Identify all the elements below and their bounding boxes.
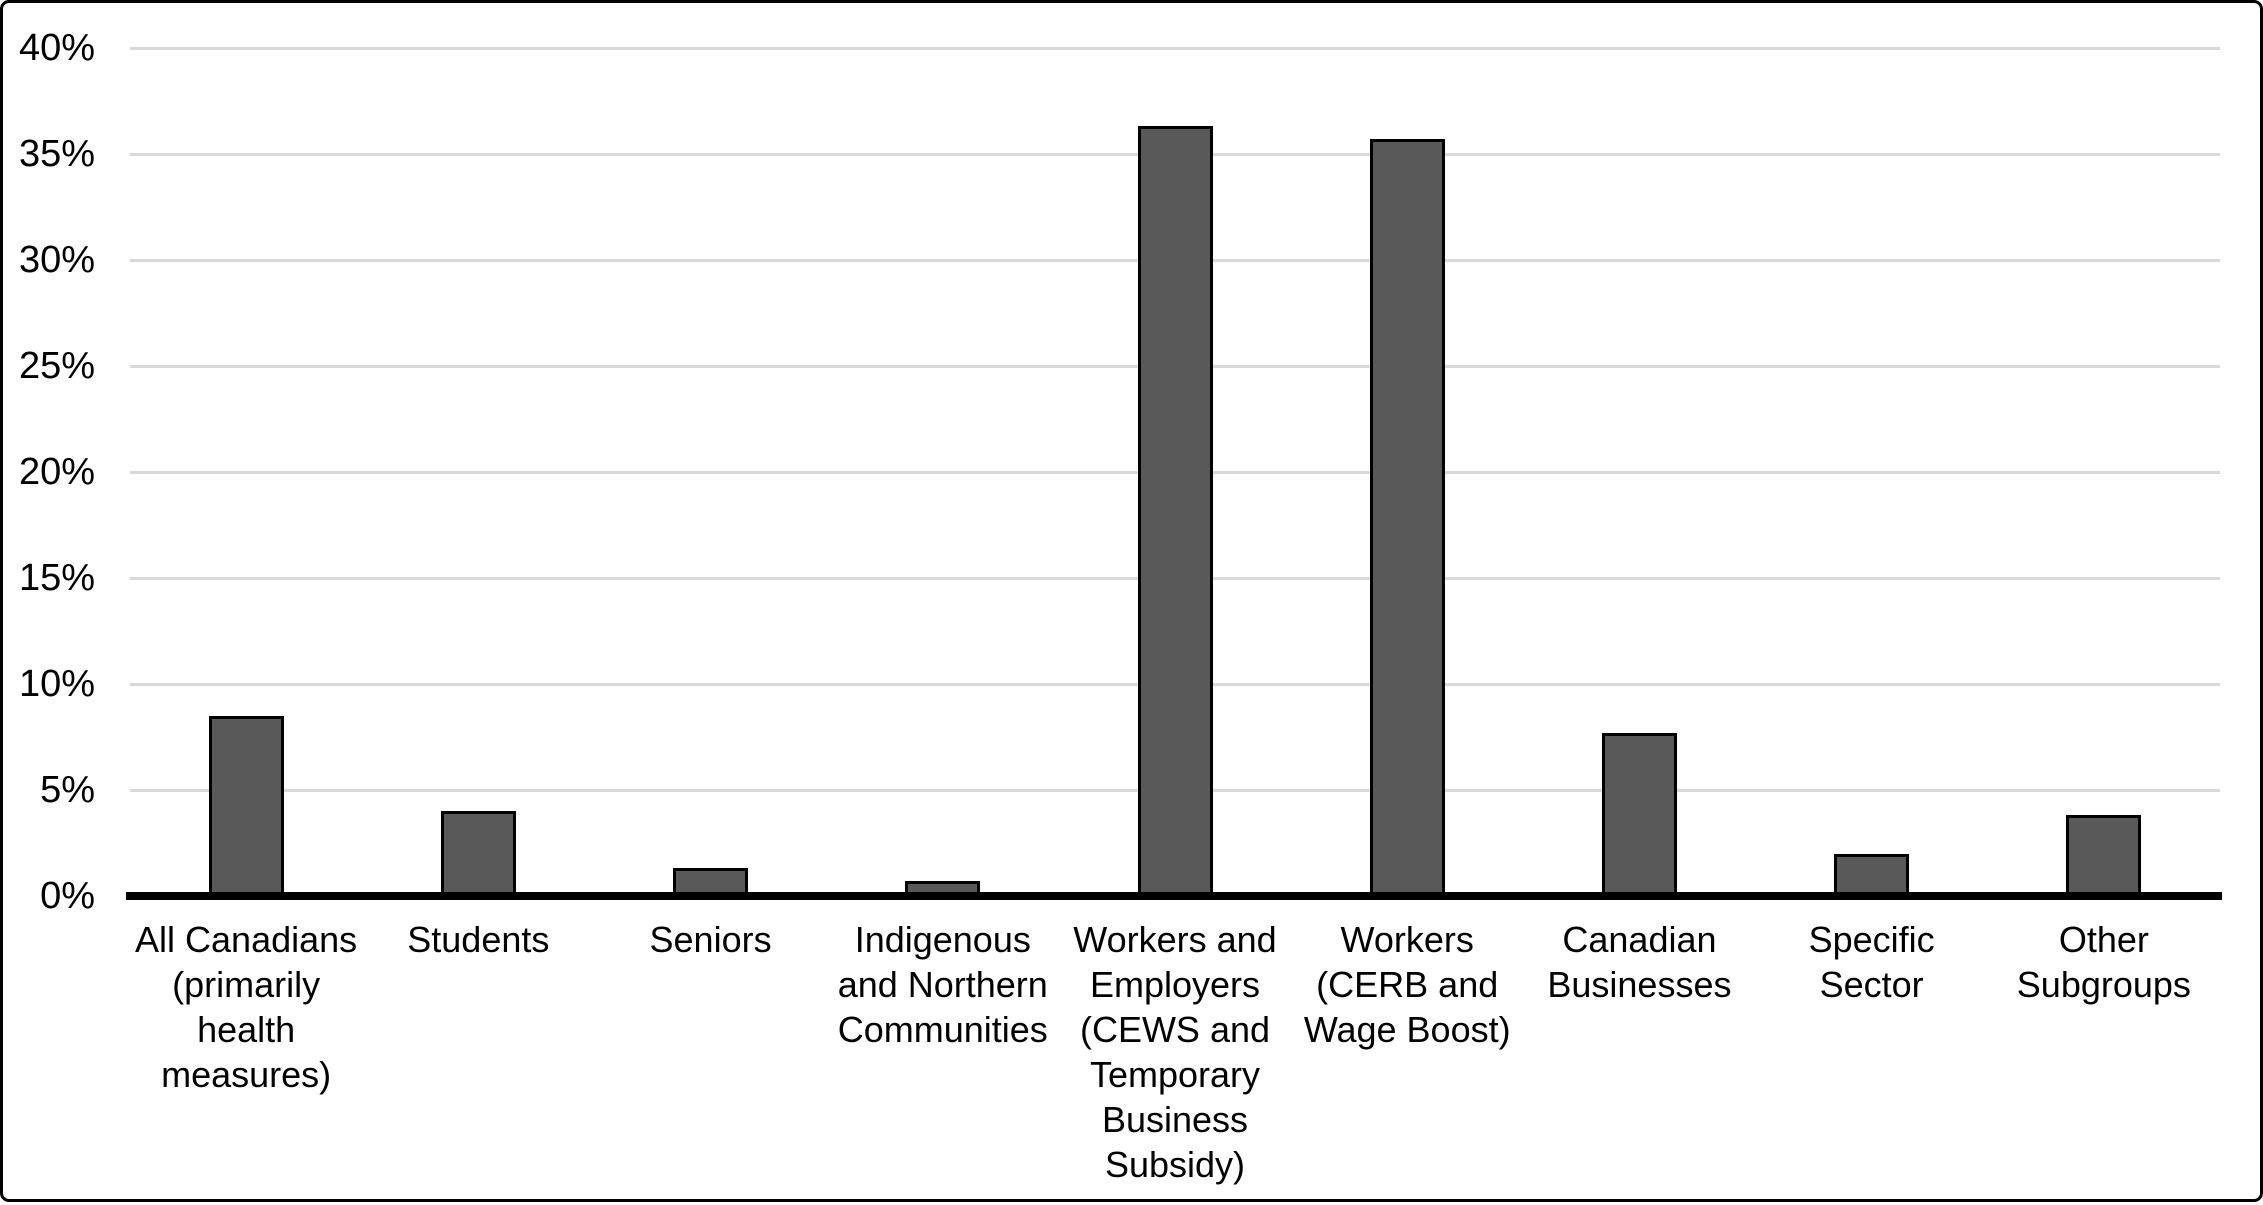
- x-category-label-3: Seniors: [649, 919, 772, 960]
- bar-5: [1137, 126, 1213, 896]
- bar-6: [1369, 139, 1445, 896]
- bar-2: [440, 811, 516, 896]
- y-tick-label-20pct: 20%: [18, 451, 95, 493]
- y-tick-label-5pct: 5%: [40, 769, 95, 811]
- x-category-label-8: Specific Sector: [1808, 919, 1935, 1005]
- y-axis-tick-labels: 0% 5% 10% 15% 20% 25% 30% 35% 40%: [3, 3, 95, 1199]
- x-category-label-7: Canadian Businesses: [1547, 919, 1732, 1005]
- x-category-label-9: Other Subgroups: [2016, 919, 2191, 1005]
- bar-1: [208, 715, 284, 896]
- x-category-label-4: Indigenous and Northern Communities: [837, 919, 1048, 1050]
- x-category-label-6: Workers (CERB and Wage Boost): [1303, 919, 1511, 1050]
- bar-9: [2066, 815, 2142, 896]
- bar-3: [673, 868, 749, 896]
- bar-8: [1834, 853, 1910, 896]
- x-category-label-1: All Canadians (primarily health measures…: [135, 919, 358, 1095]
- y-tick-label-35pct: 35%: [18, 133, 95, 175]
- y-tick-label-40pct: 40%: [18, 27, 95, 69]
- plot-area: [126, 46, 2222, 900]
- y-tick-label-25pct: 25%: [18, 345, 95, 387]
- y-tick-label-30pct: 30%: [18, 239, 95, 281]
- y-tick-label-10pct: 10%: [18, 663, 95, 705]
- x-category-label-5: Workers and Employers (CEWS and Temporar…: [1073, 919, 1277, 1185]
- x-axis-category-labels: All Canadians (primarily health measures…: [130, 917, 2220, 1205]
- y-tick-label-0pct: 0%: [40, 875, 95, 917]
- y-tick-label-15pct: 15%: [18, 557, 95, 599]
- x-axis-line: [126, 892, 2222, 900]
- gridline-40: [130, 46, 2220, 50]
- x-category-label-2: Students: [407, 919, 550, 960]
- bar-7: [1601, 732, 1677, 896]
